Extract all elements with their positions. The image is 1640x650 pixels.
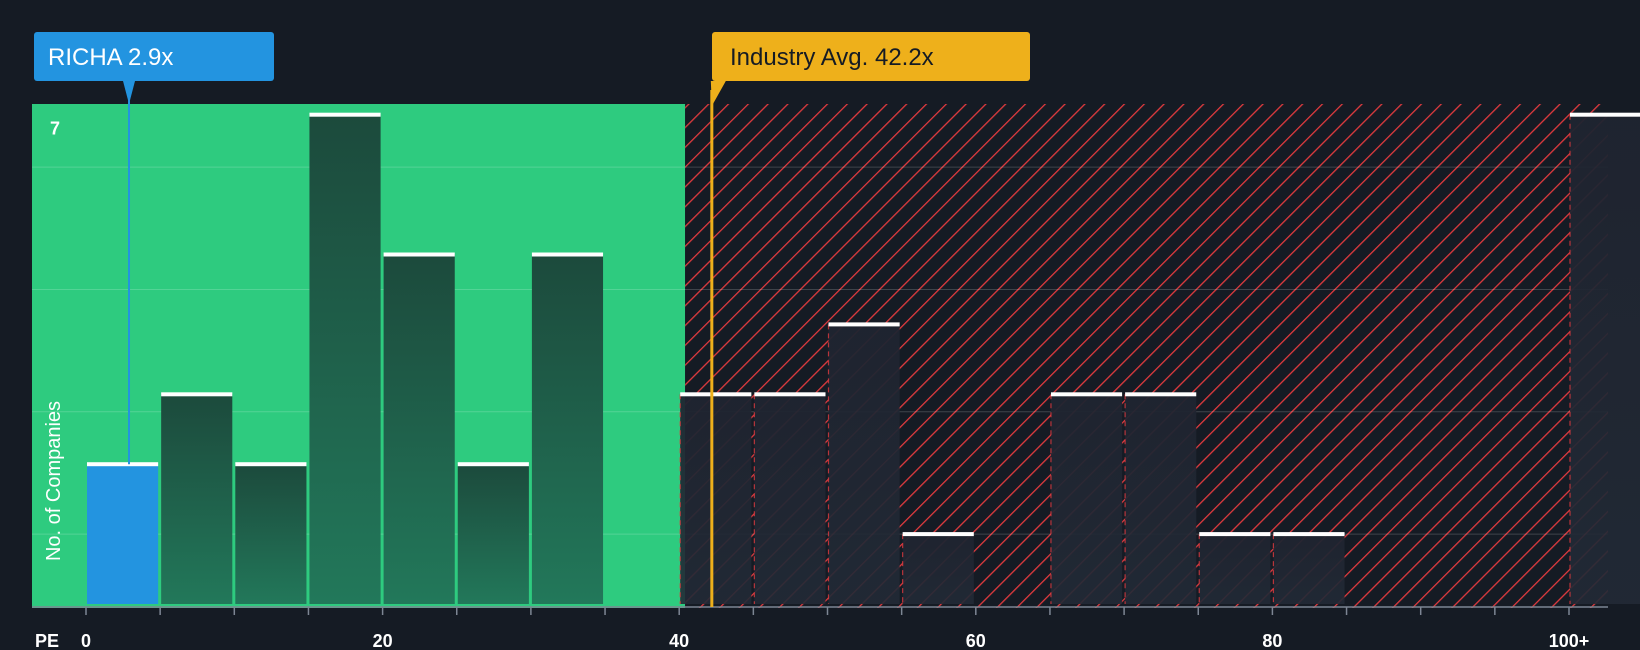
histogram-bar: [1199, 534, 1271, 604]
bar-cap: [309, 112, 381, 117]
x-tick-label: 80: [1262, 631, 1282, 650]
bar-cap: [161, 392, 233, 397]
histogram-bar: [1050, 394, 1123, 604]
industry-callout-box: [712, 32, 1030, 81]
histogram-bar: [383, 254, 455, 604]
x-tick-label: 0: [81, 631, 91, 650]
histogram-bar: [531, 254, 604, 604]
bar-cap: [1125, 392, 1197, 397]
histogram-bar: [309, 114, 381, 604]
company-callout-pointer: [123, 81, 136, 104]
histogram-bars: [87, 112, 1640, 604]
bar-cap: [457, 462, 529, 467]
bar-cap: [1199, 532, 1271, 537]
histogram-bar: [457, 464, 529, 604]
histogram-bar: [828, 324, 900, 604]
y-axis-title: No. of Companies: [43, 401, 65, 561]
x-tick-label: 100+: [1549, 631, 1590, 650]
value-markers: [128, 90, 714, 607]
bar-cap: [1050, 392, 1123, 397]
histogram-bar: [1273, 534, 1345, 604]
x-axis: 0 20 40 60 80 100+: [32, 606, 1608, 650]
bar-cap: [531, 252, 604, 257]
histogram-bar: [1570, 114, 1640, 604]
histogram-bar: [161, 394, 233, 604]
histogram-bar: [1125, 394, 1197, 604]
bar-cap: [680, 392, 752, 397]
industry-callout-label: Industry Avg. 42.2x: [730, 44, 934, 71]
bar-cap: [902, 532, 974, 537]
bar-cap: [383, 252, 455, 257]
company-callout-box: [34, 32, 274, 81]
histogram-bar: [754, 394, 826, 604]
histogram-bar: [902, 534, 974, 604]
x-axis-title: PE: [35, 631, 59, 650]
x-tick-label: 60: [966, 631, 986, 650]
bar-cap: [828, 322, 900, 327]
y-tick-label: 7: [50, 119, 60, 139]
bar-cap: [235, 462, 307, 467]
x-tick-label: 20: [373, 631, 393, 650]
histogram-bar: [680, 394, 752, 604]
histogram-bar: [235, 464, 307, 604]
company-bar: [87, 464, 159, 604]
bar-cap: [1273, 532, 1345, 537]
callouts: RICHA 2.9x Industry Avg. 42.2x: [34, 32, 1030, 106]
bar-cap: [1570, 112, 1640, 117]
industry-callout-pointer: [710, 81, 726, 106]
x-tick-label: 40: [669, 631, 689, 650]
bar-cap: [754, 392, 826, 397]
bar-cap: [87, 462, 159, 467]
company-callout-label: RICHA 2.9x: [48, 44, 173, 71]
